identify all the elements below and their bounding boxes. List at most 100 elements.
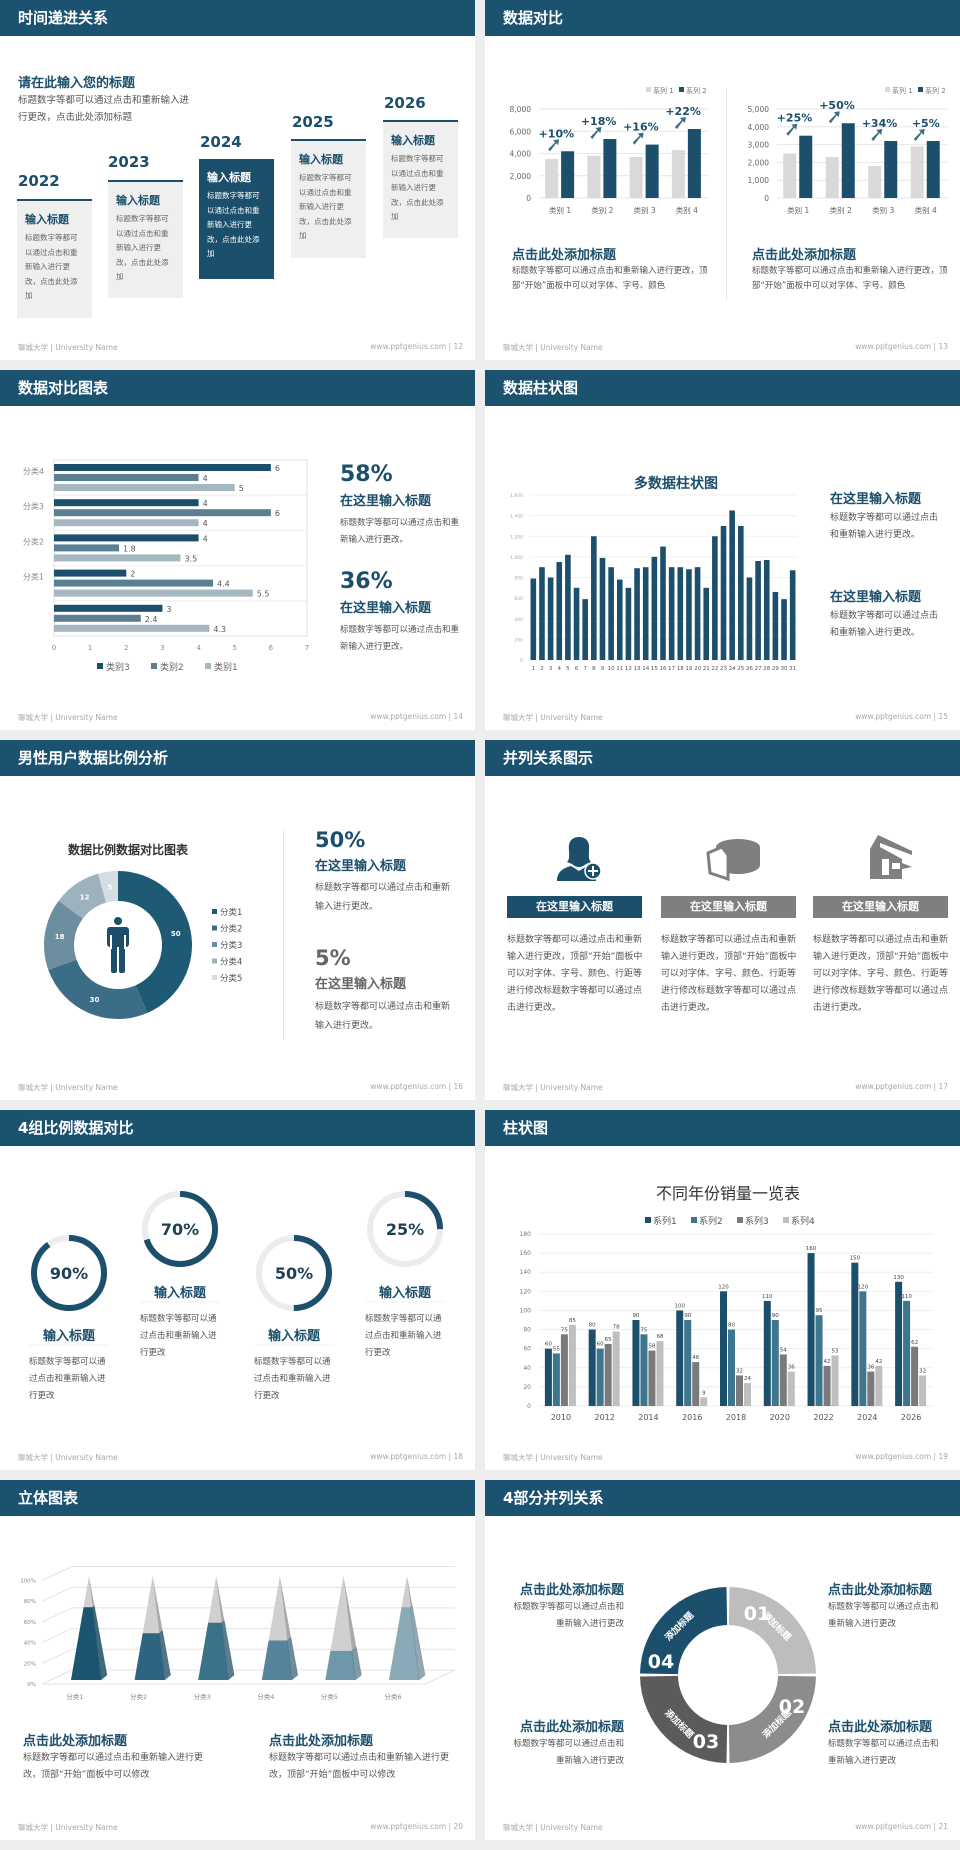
bar-series-1 [545,159,559,198]
timeline-card-highlighted[interactable]: 输入标题 标题数字等都可以通过点击和重新输入进行更改，点击此处添加 [199,159,274,279]
x-tick-label: 2024 [857,1413,877,1422]
bar-series-2 [799,135,813,198]
block-heading: 在这里输入标题 [830,590,922,605]
timeline-card[interactable]: 输入标题 标题数字等都可以通过点击和重新输入进行更改，点击此处添加 [291,141,366,258]
footer-url: www.pptgenius.com [855,1082,932,1091]
block-text: 标题数字等都可以通过点击和重新输入进行更改，顶部“开始”面板中可以对字体、字号、… [752,266,948,291]
bar-series-1 [587,155,601,198]
slide-title: 柱状图 [503,1119,549,1137]
timeline-card[interactable]: 输入标题 标题数字等都可以通过点击和重新输入进行更改，点击此处添加 [108,182,183,298]
bar [867,1371,875,1406]
x-tick-label: 12 [625,666,632,672]
y-tick-label: 1,400 [510,514,523,520]
bar [530,578,537,660]
x-tick-label: 16 [660,666,667,672]
x-tick-label: 类别 2 [830,205,852,215]
data-label: 2.4 [145,615,158,624]
data-label: 80 [589,1323,596,1329]
segment-number: 02 [779,1696,805,1718]
bar [746,577,753,660]
bar [755,561,761,660]
bar [738,525,744,660]
year-line [383,120,458,122]
item-title-bar[interactable]: 在这里输入标题 [507,896,642,918]
slide-21[interactable]: 4部分并列关系 添加标题 01 添加标题 02 添加标题 03 添加标题 04 点击此处添加标… [485,1480,960,1840]
timeline-card[interactable]: 输入标题 标题数字等都可以通过点击和重新输入进行更改，点击此处添加 [383,122,458,238]
x-tick-label: 2020 [770,1413,790,1422]
pyramid-3d-chart: 0% 20% 40% 60% 80% 100% 分类1 分类2 分类3 分类4 分类5 分类6 [20,1566,456,1701]
timeline-card[interactable]: 输入标题 标题数字等都可以通过点击和重新输入进行更改，点击此处添加 [17,201,92,318]
bar [807,1253,815,1406]
slide-16[interactable]: 男性用户数据比例分析 数据比例数据对比图表 50 分类1 30 分类2 18 分类3 12 分类… [0,740,475,1100]
block-text: 标题数字等都可以通过点击和重新输入进行更改，顶部“开始”面板中可以对字体、字号、… [512,266,708,291]
footer-url: www.pptgenius.com [855,342,932,351]
bar-series-1 [783,153,797,198]
data-label: 3.5 [185,554,198,563]
bar [789,570,796,660]
data-label: 90 [632,1313,639,1319]
data-label: 78 [613,1324,620,1330]
stat-value: 58% [340,462,393,487]
item-heading: 输入标题 [154,1286,207,1301]
arrow-icon [632,132,644,145]
bar [54,569,127,577]
x-tick-label: 1 [88,644,92,652]
bar [700,1397,708,1406]
page-number: | 13 [933,342,948,351]
year-label: 2023 [108,153,150,171]
bar [677,567,684,660]
bar [720,525,727,660]
slide-17[interactable]: 并列关系图示 在这里输入标题 在这里输入标题 在这里输入标题 标题数字等都可以通… [485,740,960,1100]
arrow-icon [674,117,686,130]
legend-swatch [737,1217,743,1223]
y-tick-label: 120 [520,1288,532,1295]
slide-header: 并列关系图示 [485,740,960,776]
item-title-bar[interactable]: 在这里输入标题 [813,896,948,918]
ring-segment [728,1587,816,1675]
data-label: 120 [718,1284,729,1290]
female-user-add-icon [557,837,602,881]
item-title-bar[interactable]: 在这里输入标题 [661,896,796,918]
data-label: 68 [656,1334,663,1340]
slide-13[interactable]: 数据对比 0 2,000 4,000 6,000 8,000 类别 1 +10% 类别 2 +1… [485,0,960,360]
bar [54,614,141,622]
y-tick-label: 20 [523,1384,531,1391]
x-tick-label: 类别 3 [872,205,894,215]
data-label: 100 [674,1303,685,1309]
footer-university: 聊城大学 | University Name [503,1453,603,1462]
bar [539,567,545,660]
legend-swatch [691,1217,697,1223]
legend-swatch [212,925,217,931]
section-heading: 请在此输入您的标题 [18,76,136,91]
footer-url-page: www.pptgenius.com | 18 [370,1452,463,1461]
slide-14[interactable]: 数据对比图表 分类4 6 4 5 分类3 4 6 4 分类2 4 1.8 3.5 分类1 2 4.4 5.5 3… [0,370,475,730]
data-label: 150 [850,1256,861,1262]
donut-slice [118,871,192,1013]
slide-20[interactable]: 立体图表 0% 20% 40% 60% 80% 100% 分类1 分类2 分类3 分类4 分类5 分类… [0,1480,475,1840]
legend-swatch [646,87,651,92]
year-label: 2022 [18,172,60,190]
item-text: 标题数字等都可以通过点击和重新输入进行更改 [29,1357,106,1401]
bar [729,510,735,660]
bar [582,599,588,660]
slide-18[interactable]: 4组比例数据对比 90% 70% 50% 25% 输入标题 标题数字等都可以通过点击和… [0,1110,475,1470]
bar-series-2 [561,151,575,198]
x-tick-label: 3 [160,644,164,652]
card-title: 输入标题 [207,171,251,184]
data-label: 58 [648,1344,655,1350]
x-tick-label: 6 [269,644,274,652]
gridline-side [41,1648,73,1664]
x-tick-label: 类别 3 [634,205,656,215]
slide-15[interactable]: 数据柱状图 多数据柱状图 0 200 400 600 800 1,000 1,200 1,400… [485,370,960,730]
slide-12[interactable]: 时间递进关系 请在此输入您的标题 标题数字等都可以通过点击和重新输入进行更改，点… [0,0,475,360]
y-tick-label: 2,000 [510,172,532,181]
bar [895,1281,903,1406]
pyramid-bar-side [221,1619,235,1681]
bar [560,1334,568,1406]
footer-url: www.pptgenius.com [370,342,447,351]
bar [648,1350,656,1406]
page-number: | 12 [448,342,463,351]
legend-label: 分类4 [220,957,242,968]
slide-title: 数据柱状图 [503,379,579,397]
slide-19[interactable]: 柱状图 不同年份销量一览表 系列1 系列2 系列3 系列4 0 20 40 60 80 100 120… [485,1110,960,1470]
